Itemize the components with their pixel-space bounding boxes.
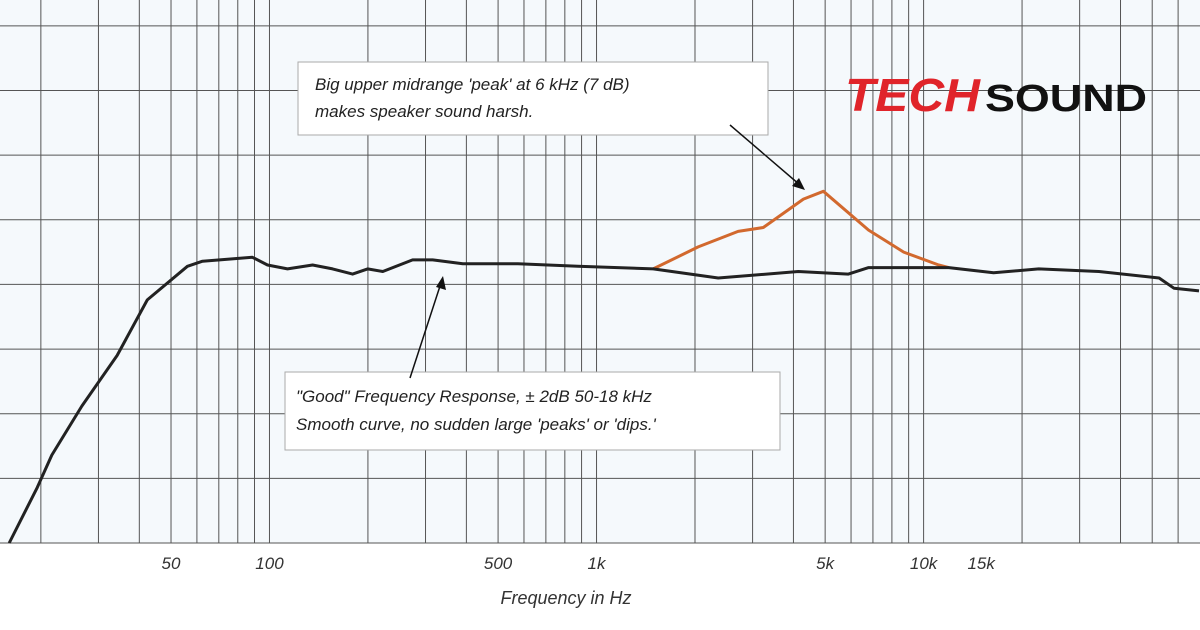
- logo-part: TECH: [845, 69, 981, 121]
- arrow: [729, 124, 801, 186]
- series-line: [652, 189, 950, 271]
- arrow: [409, 282, 442, 379]
- x-tick-label: 50: [162, 554, 181, 573]
- x-tick-label: 15k: [967, 554, 996, 573]
- logo-part: SOUND: [985, 78, 1147, 120]
- annotation-text: Big upper midrange 'peak' at 6 kHz (7 dB…: [315, 75, 630, 94]
- annotation-text: makes speaker sound harsh.: [315, 102, 533, 121]
- x-tick-label: 100: [255, 554, 284, 573]
- annotation-box: [297, 61, 769, 136]
- x-tick-label: 10k: [910, 554, 939, 573]
- arrow-head: [436, 276, 446, 290]
- arrow-head: [792, 178, 805, 190]
- annotation: Big upper midrange 'peak' at 6 kHz (7 dB…: [297, 61, 805, 190]
- annotation-text: Smooth curve, no sudden large 'peaks' or…: [296, 415, 657, 434]
- x-tick-label: 1k: [588, 554, 607, 573]
- annotation-box: [284, 371, 781, 451]
- annotation: "Good" Frequency Response, ± 2dB 50-18 k…: [284, 276, 781, 451]
- x-tick-label: 500: [484, 554, 513, 573]
- series-line: [7, 255, 1200, 544]
- logo: TECH SOUND: [845, 69, 1147, 121]
- x-axis-label: Frequency in Hz: [500, 588, 631, 608]
- annotation-text: "Good" Frequency Response, ± 2dB 50-18 k…: [296, 387, 652, 406]
- x-tick-label: 5k: [816, 554, 835, 573]
